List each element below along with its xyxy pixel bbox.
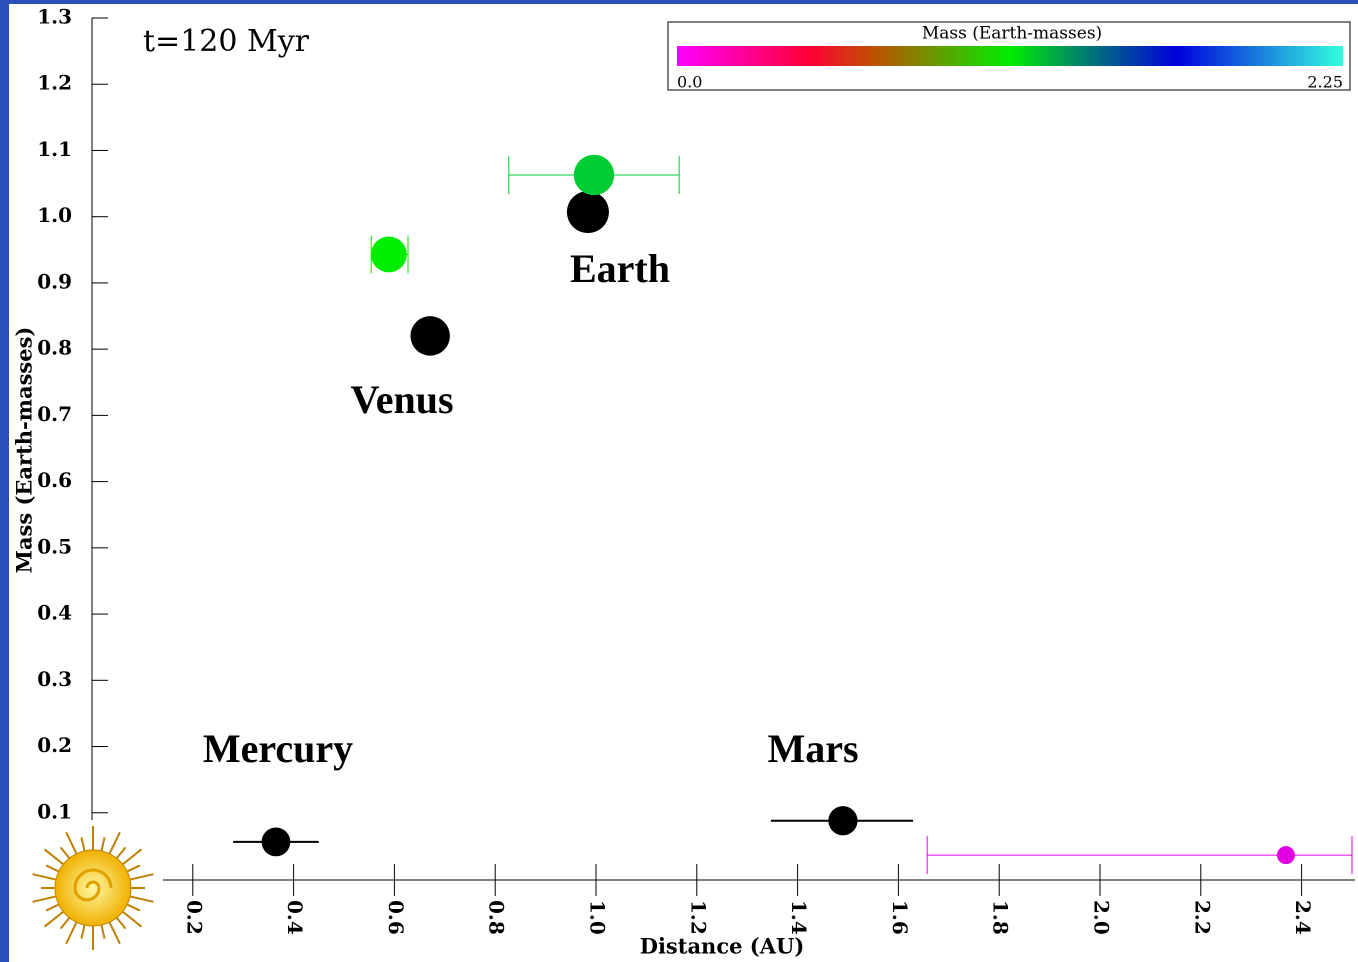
y-tick-label: 0.9: [37, 269, 72, 293]
x-tick-label: 0.4: [283, 900, 307, 935]
sun-ray: [46, 904, 59, 910]
point: [828, 806, 857, 835]
x-tick-label: 0.6: [384, 900, 408, 935]
y-tick-label: 0.4: [37, 601, 72, 625]
sun-ray: [45, 912, 64, 927]
sun-ray: [130, 874, 153, 879]
y-axis-label: Mass (Earth-masses): [12, 327, 37, 574]
sun-ray: [101, 925, 104, 939]
sun-ray: [117, 847, 126, 858]
planet-label: Earth: [570, 246, 670, 291]
sun-ray: [81, 837, 84, 851]
x-tick-label: 1.6: [888, 900, 912, 935]
sun-ray: [33, 874, 56, 879]
point: [567, 191, 609, 233]
sun-ray: [109, 922, 119, 944]
x-tick-label: 1.8: [989, 900, 1013, 935]
top-border: [0, 0, 1358, 4]
y-tick-label: 1.0: [37, 203, 72, 227]
y-tick-label: 1.1: [37, 137, 72, 161]
point: [574, 155, 614, 195]
sun-ray: [81, 925, 84, 939]
sun-ray: [117, 918, 126, 929]
y-tick-label: 0.3: [37, 667, 72, 691]
x-tick-label: 2.4: [1291, 900, 1315, 935]
x-tick-label: 1.0: [586, 900, 610, 935]
y-tick-label: 0.1: [37, 799, 72, 823]
y-tick-label: 0.2: [37, 733, 72, 757]
x-tick-label: 2.0: [1090, 900, 1114, 935]
sun-ray: [61, 918, 70, 929]
planet-label: Mars: [767, 726, 858, 771]
y-tick-label: 1.3: [37, 5, 72, 29]
colorbar: [677, 46, 1343, 66]
sun-ray: [66, 922, 76, 944]
sun-ray: [127, 865, 140, 871]
x-tick-label: 0.2: [182, 900, 206, 935]
sun-ray: [45, 849, 64, 864]
chart-title: t=120 Myr: [143, 24, 310, 59]
y-tick-label: 0.5: [37, 534, 72, 558]
sun-ray: [46, 865, 59, 871]
x-tick-label: 1.4: [787, 900, 811, 935]
sun-ray: [123, 912, 142, 927]
x-tick-label: 1.2: [686, 900, 710, 935]
sun-ray: [66, 832, 76, 854]
sun-ray: [101, 837, 104, 851]
point: [262, 828, 291, 857]
y-tick-label: 0.7: [37, 402, 72, 426]
sun-icon: [33, 826, 154, 950]
point: [1277, 846, 1295, 864]
y-tick-label: 0.6: [37, 468, 72, 492]
chart: Mass (Earth-masses) t=120 Myr Distance (…: [0, 0, 1358, 962]
sun-ray: [123, 849, 142, 864]
sun-ray: [33, 896, 56, 901]
planet-label: Venus: [350, 377, 453, 422]
sun-ray: [61, 847, 70, 858]
point: [371, 237, 407, 273]
x-tick-label: 0.8: [485, 900, 509, 935]
sun-ray: [109, 832, 119, 854]
colorbar-title: Mass (Earth-masses): [922, 24, 1102, 44]
y-tick-label: 1.2: [37, 71, 72, 95]
colorbar-tick-label: 2.25: [1307, 73, 1343, 92]
x-tick-label: 2.2: [1190, 900, 1214, 935]
sun-ray: [130, 896, 153, 901]
left-border: [0, 0, 9, 962]
x-axis-label: Distance (AU): [640, 934, 805, 959]
sun-ray: [127, 904, 140, 910]
colorbar-tick-label: 0.0: [677, 73, 702, 92]
point: [410, 316, 449, 355]
planet-label: Mercury: [203, 726, 353, 771]
y-tick-label: 0.8: [37, 336, 72, 360]
